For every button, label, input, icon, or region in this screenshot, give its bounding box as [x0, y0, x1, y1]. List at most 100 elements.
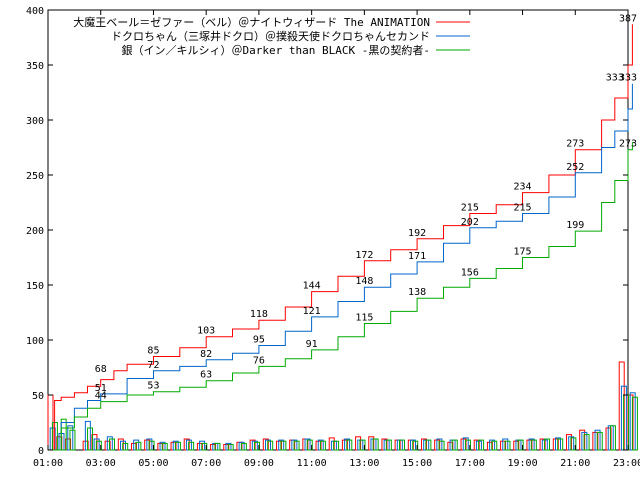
bar-green	[280, 440, 287, 451]
bars-layer	[47, 361, 638, 451]
bar-green	[109, 438, 116, 451]
y-tick-label: 50	[32, 391, 44, 402]
x-tick-label: 15:00	[402, 458, 432, 469]
data-label: 333	[606, 73, 624, 84]
data-label: 273	[566, 139, 584, 150]
x-tick-label: 07:00	[191, 458, 221, 469]
x-tick-label: 05:00	[138, 458, 168, 469]
bar-green	[267, 440, 274, 451]
data-label: 215	[461, 203, 479, 214]
bar-green	[95, 440, 102, 451]
bar-green	[504, 440, 511, 451]
y-tick-label: 350	[26, 61, 44, 72]
legend: 大魔王ベール＝ゼファー（ベル）＠ナイトウィザード The ANIMATIONドク…	[73, 15, 470, 57]
bar-green	[399, 439, 406, 451]
data-label: 51	[95, 383, 107, 394]
data-label: 202	[461, 217, 479, 228]
bar-green	[451, 439, 458, 451]
data-labels-layer: 68 85 103 118 144 172 192 215 234 273 333 387 51 72 82…	[95, 13, 637, 401]
bar-green	[517, 439, 524, 451]
data-label: 115	[355, 313, 373, 324]
data-label: 148	[355, 276, 373, 287]
data-label: 63	[200, 370, 212, 381]
bar-green	[201, 442, 208, 451]
bar-green	[412, 440, 419, 451]
data-label: 138	[408, 287, 426, 298]
data-label: 175	[514, 247, 532, 258]
y-tick-label: 150	[26, 281, 44, 292]
data-label: 44	[95, 391, 107, 402]
x-tick-label: 23:00	[613, 458, 640, 469]
x-tick-label: 09:00	[244, 458, 274, 469]
x-tick-label: 17:00	[455, 458, 485, 469]
bar-green	[254, 441, 261, 451]
data-label: 121	[303, 306, 321, 317]
plot-frame	[47, 9, 629, 451]
legend-label-1: ドクロちゃん（三塚井ドクロ）＠撲殺天使ドクロちゃんセカンド	[111, 29, 430, 43]
x-tick-label: 11:00	[297, 458, 327, 469]
bar-green	[544, 438, 551, 451]
data-label: 53	[147, 381, 159, 392]
y-axis: 0 50 100 150 200 250 300 350 400	[26, 6, 628, 457]
data-label: 215	[514, 203, 532, 214]
data-label: 95	[253, 335, 265, 346]
x-tick-label: 13:00	[349, 458, 379, 469]
bar-green	[306, 439, 313, 451]
x-tick-label: 19:00	[507, 458, 537, 469]
bar-green	[631, 396, 638, 451]
bar-green	[148, 440, 155, 451]
y-tick-label: 300	[26, 116, 44, 127]
bar-green	[174, 441, 181, 451]
bar-green	[570, 437, 577, 451]
data-label: 171	[408, 251, 426, 262]
bar-green	[372, 438, 379, 451]
bar-green	[346, 439, 353, 451]
data-label: 68	[95, 364, 107, 375]
x-tick-label: 21:00	[560, 458, 590, 469]
data-label: 387	[619, 13, 637, 24]
bar-green	[359, 439, 366, 451]
data-label: 192	[408, 228, 426, 239]
data-label: 82	[200, 349, 212, 360]
bar-green	[464, 439, 471, 451]
legend-label-2: 銀（イン／キルシィ）＠Darker than BLACK -黒の契約者-	[122, 43, 430, 57]
bar-green	[69, 429, 76, 451]
data-label: 156	[461, 267, 479, 278]
data-label: 199	[566, 220, 584, 231]
data-label: 91	[306, 339, 318, 350]
bar-green	[609, 425, 616, 451]
data-label: 144	[303, 281, 321, 292]
y-tick-label: 100	[26, 336, 44, 347]
data-label: 333	[619, 73, 637, 84]
series-line-2	[48, 142, 633, 451]
y-tick-label: 400	[26, 6, 44, 17]
data-label: 76	[253, 355, 265, 366]
bar-green	[491, 440, 498, 451]
legend-label-0: 大魔王ベール＝ゼファー（ベル）＠ナイトウィザード The ANIMATION	[73, 15, 430, 29]
data-label: 72	[147, 360, 159, 371]
bar-green	[188, 441, 195, 451]
data-label: 118	[250, 309, 268, 320]
bar-green	[87, 427, 94, 451]
data-label: 273	[619, 139, 637, 150]
bar-green	[583, 434, 590, 451]
series-line-0	[48, 24, 633, 451]
bar-green	[161, 442, 168, 451]
bar-green	[122, 442, 129, 451]
bar-green	[425, 439, 432, 451]
data-label: 234	[514, 182, 532, 193]
bar-green	[227, 444, 234, 451]
bar-green	[135, 441, 142, 451]
bar-green	[385, 439, 392, 451]
bar-green	[240, 442, 247, 451]
data-label: 103	[197, 326, 215, 337]
series-line-1	[48, 83, 633, 451]
data-label: 252	[566, 162, 584, 173]
bar-green	[478, 439, 485, 451]
bar-green	[438, 440, 445, 451]
y-tick-label: 250	[26, 171, 44, 182]
bar-green	[530, 439, 537, 451]
x-axis: 01:00 03:00 05:00 07:00 09:00 11:00 13:00 15:00…	[33, 10, 640, 469]
y-tick-label: 200	[26, 226, 44, 237]
